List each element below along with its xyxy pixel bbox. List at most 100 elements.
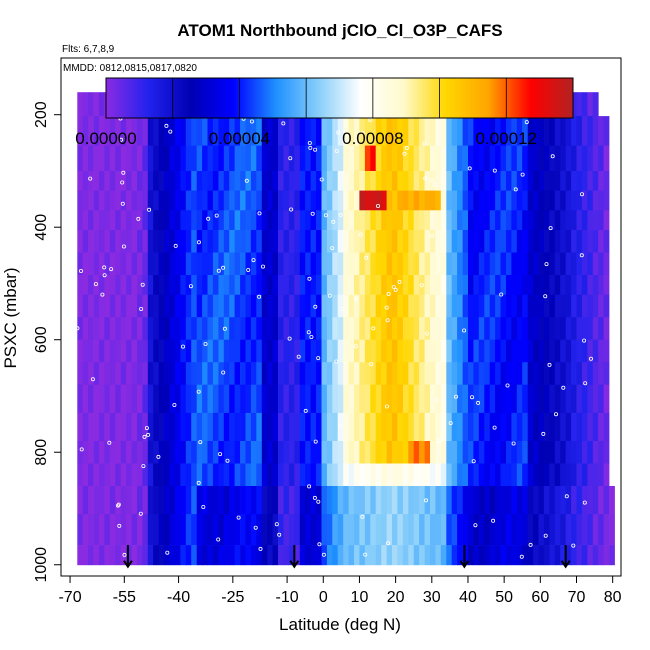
heatmap-cell [294,252,301,276]
heatmap-cell [468,412,474,442]
heatmap-cell [457,116,463,146]
heatmap-cell [294,210,301,231]
heatmap-cell [261,116,268,146]
heatmap-cell [430,339,436,363]
heatmap-cell [554,486,561,515]
heatmap-cell [354,317,360,341]
heatmap-cell [543,275,550,296]
heatmap-cell [169,145,176,172]
heatmap-cell [576,317,583,341]
heatmap-cell [424,171,431,192]
heatmap-cell [212,339,219,363]
heatmap-cell [283,116,290,146]
heatmap-cell [299,412,306,442]
chart-title: ATOM1 Northbound jClO_Cl_O3P_CAFS [177,21,502,40]
heatmap-cell [120,362,127,386]
heatmap-cell [381,210,387,231]
heatmap-cell [88,190,94,211]
heatmap-cell [126,441,132,464]
heatmap-cell [446,463,453,487]
heatmap-cell [478,230,485,253]
heatmap-cell [506,294,512,318]
sample-point [330,246,335,251]
heatmap-cell [500,441,507,464]
heatmap-cell [500,412,507,442]
heatmap-cell [364,317,371,341]
heatmap-cell [408,171,415,192]
heatmap-cell [440,463,447,487]
heatmap-cell [305,275,311,296]
heatmap-cell [109,514,116,546]
heatmap-cell [495,441,501,464]
heatmap-cell [207,145,214,172]
heatmap-cell [413,190,420,211]
heatmap-cell [506,486,512,515]
sample-point [216,537,221,542]
heatmap-cell [370,384,377,414]
heatmap-cell [212,252,219,276]
sample-point [156,454,161,459]
heatmap-cell [109,116,116,146]
heatmap-cell [554,230,561,253]
heatmap-cell [587,463,594,487]
heatmap-cell [202,362,208,386]
heatmap-cell [484,190,491,211]
heatmap-cell [93,339,100,363]
heatmap-cell [462,463,469,487]
heatmap-cell [126,339,132,363]
sample-point [257,211,262,216]
heatmap-cell [484,545,491,566]
heatmap-cell [364,339,371,363]
heatmap-cell [424,317,431,341]
heatmap-cell [522,294,528,318]
heatmap-cell [126,412,132,442]
heatmap-cell [337,252,344,276]
x-tick-label: 20 [387,589,405,606]
heatmap-cell [256,362,263,386]
heatmap-cell [348,294,355,318]
heatmap-cell [88,545,94,566]
heatmap-cell [397,210,404,231]
heatmap-cell [473,252,480,276]
heatmap-cell [180,486,187,515]
heatmap-cell [516,210,523,231]
heatmap-cell [180,362,187,386]
sample-point [564,494,569,499]
heatmap-cell [109,190,116,211]
heatmap-cell [316,275,322,296]
x-tick-label: -10 [276,589,299,606]
heatmap-cell [489,190,496,211]
heatmap-cell [538,210,545,231]
heatmap-cell [99,362,105,386]
heatmap-cell [522,252,528,276]
sample-point [109,267,114,272]
heatmap-cell [468,463,474,487]
heatmap-cell [218,317,225,341]
heatmap-cell [294,230,301,253]
heatmap-cell [402,145,409,172]
heatmap-cell [126,190,132,211]
heatmap-cell [104,275,111,296]
heatmap-cell [413,317,420,341]
heatmap-cell [359,362,366,386]
heatmap-cell [169,171,176,192]
heatmap-cell [457,441,463,464]
sample-point [251,258,256,263]
sample-point [548,226,553,231]
heatmap-cell [565,384,572,414]
heatmap-cell [402,339,409,363]
heatmap-cell [576,441,583,464]
y-tick-label: 200 [33,101,50,128]
heatmap-cell [381,545,387,566]
heatmap-cell [120,441,127,464]
heatmap-cell [478,145,485,172]
sample-point [180,344,185,349]
heatmap-cell [261,514,268,546]
heatmap-cell [218,545,225,566]
heatmap-cell [457,145,463,172]
heatmap-cell [202,230,208,253]
heatmap-cell [212,230,219,253]
heatmap-cell [419,145,425,172]
heatmap-cell [207,545,214,566]
heatmap-cell [457,230,463,253]
